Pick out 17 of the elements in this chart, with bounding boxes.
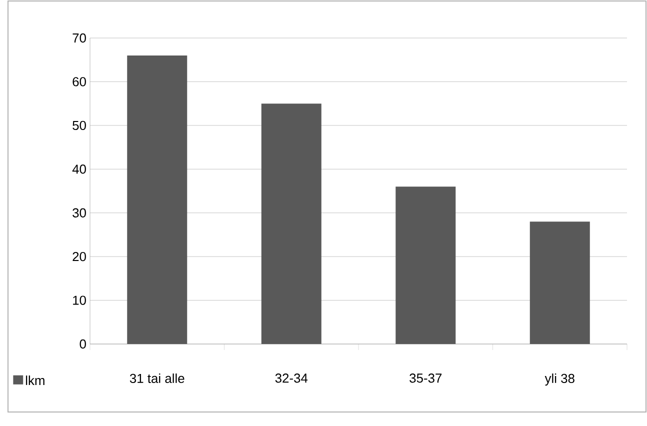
x-tick-label: 32-34: [275, 374, 308, 383]
x-tick-label: yli 38: [544, 374, 574, 386]
y-tick-label: 60: [72, 77, 86, 86]
legend-label: lkm: [26, 376, 44, 385]
y-tick-label: 50: [72, 120, 86, 130]
bar: [261, 104, 322, 344]
y-tick-label: 20: [72, 252, 86, 262]
y-tick-label: 70: [72, 33, 86, 43]
y-tick-label: 10: [73, 296, 86, 305]
bar: [396, 186, 456, 344]
x-tick-label: 31 tai alle: [130, 374, 184, 384]
x-tick-label: 35-37: [410, 374, 442, 383]
bar: [530, 222, 590, 344]
y-tick-label: 0: [80, 339, 86, 349]
y-tick-label: 40: [72, 164, 86, 174]
y-tick-label: 30: [72, 208, 86, 218]
bar: [127, 55, 188, 344]
